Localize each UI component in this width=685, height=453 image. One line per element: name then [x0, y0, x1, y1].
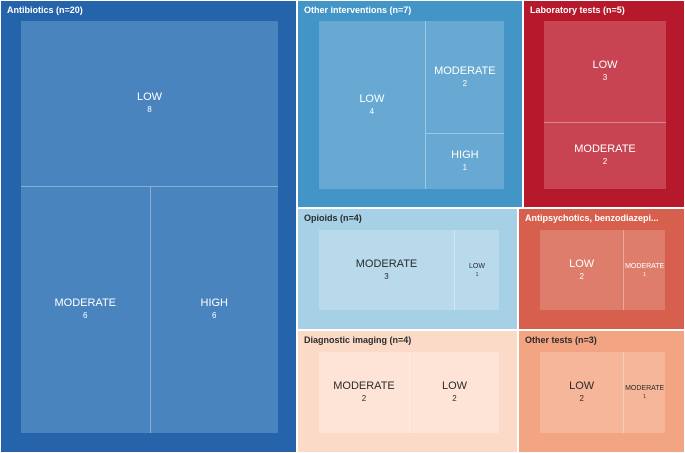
treemap-leaf-low[interactable]: LOW 4 — [319, 21, 425, 189]
leaf-count: 1 — [643, 271, 647, 278]
leaf-count: 1 — [462, 163, 468, 172]
group-title: Diagnostic imaging (n=4) — [304, 335, 412, 345]
treemap-group-opioids[interactable]: Opioids (n=4) MODERATE 3 LOW 1 — [297, 208, 518, 330]
treemap-leaf-high[interactable]: HIGH 1 — [424, 133, 504, 189]
leaf-label: HIGH — [451, 149, 479, 161]
leaf-count: 1 — [643, 394, 647, 400]
leaf-label: MODERATE — [574, 143, 636, 156]
leaf-count: 2 — [452, 394, 457, 403]
leaf-label: LOW — [359, 92, 385, 105]
treemap-leaf-low[interactable]: LOW 3 — [544, 21, 666, 122]
leaf-count: 2 — [602, 157, 608, 167]
treemap-group-inner: MODERATE 2 LOW 2 — [319, 352, 499, 433]
leaf-label: MODERATE — [54, 297, 117, 310]
treemap-leaf-moderate[interactable]: MODERATE 6 — [21, 185, 150, 433]
leaf-count: 2 — [579, 394, 584, 403]
leaf-label: LOW — [569, 380, 595, 392]
treemap-group-other-tests[interactable]: Other tests (n=3) LOW 2 MODERATE 1 — [518, 330, 685, 453]
leaf-count: 4 — [369, 106, 375, 116]
leaf-count: 6 — [83, 311, 88, 321]
treemap-group-diagnostic-imaging[interactable]: Diagnostic imaging (n=4) MODERATE 2 LOW 2 — [297, 330, 518, 453]
treemap-group-inner: LOW 2 MODERATE 1 — [540, 230, 665, 310]
treemap-group-antibiotics[interactable]: Antibiotics (n=20) LOW 8 MODERATE 6 HIGH 6 — [0, 0, 297, 453]
treemap-leaf-moderate[interactable]: MODERATE 2 — [424, 21, 504, 133]
leaf-count: 8 — [147, 104, 152, 114]
leaf-label: LOW — [469, 262, 485, 270]
treemap-leaf-high[interactable]: HIGH 6 — [149, 185, 278, 433]
group-title: Other tests (n=3) — [525, 335, 597, 345]
treemap-leaf-low[interactable]: LOW 2 — [540, 230, 624, 310]
leaf-count: 2 — [361, 394, 367, 403]
leaf-label: MODERATE — [333, 380, 395, 392]
treemap-group-inner: LOW 8 MODERATE 6 HIGH 6 — [21, 21, 278, 433]
treemap-group-inner: LOW 2 MODERATE 1 — [540, 352, 665, 433]
leaf-label: HIGH — [200, 297, 229, 310]
leaf-label: MODERATE — [434, 64, 496, 77]
treemap-leaf-moderate[interactable]: MODERATE 1 — [623, 352, 665, 433]
treemap-leaf-low[interactable]: LOW 1 — [454, 230, 499, 310]
leaf-count: 2 — [462, 78, 468, 88]
leaf-count: 2 — [579, 271, 584, 281]
leaf-label: MODERATE — [625, 262, 665, 270]
group-title: Opioids (n=4) — [304, 213, 362, 223]
treemap-group-inner: LOW 4 MODERATE 2 HIGH 1 — [319, 21, 504, 189]
leaf-label: LOW — [569, 257, 595, 270]
leaf-label: LOW — [592, 58, 618, 71]
leaf-label: MODERATE — [625, 385, 665, 392]
leaf-count: 1 — [475, 271, 479, 278]
leaf-count: 3 — [384, 271, 389, 281]
treemap-group-inner: MODERATE 3 LOW 1 — [319, 230, 499, 310]
treemap-leaf-moderate[interactable]: MODERATE 2 — [319, 352, 409, 433]
leaf-count: 3 — [602, 72, 608, 82]
group-title: Laboratory tests (n=5) — [530, 5, 625, 15]
treemap-group-other-interventions[interactable]: Other interventions (n=7) LOW 4 MODERATE 2 HI… — [297, 0, 523, 208]
treemap-leaf-low[interactable]: LOW 2 — [409, 352, 499, 433]
group-title: Other interventions (n=7) — [304, 5, 412, 15]
leaf-count: 6 — [212, 311, 217, 321]
treemap-group-inner: LOW 3 MODERATE 2 — [544, 21, 666, 189]
leaf-label: MODERATE — [355, 257, 418, 270]
treemap-leaf-low[interactable]: LOW 2 — [540, 352, 624, 433]
leaf-label: LOW — [136, 90, 163, 103]
treemap-leaf-moderate[interactable]: MODERATE 1 — [623, 230, 665, 310]
treemap-group-antipsychotics[interactable]: Antipsychotics, benzodiazepi... LOW 2 MODER… — [518, 208, 685, 330]
group-title: Antipsychotics, benzodiazepi... — [525, 213, 659, 223]
group-title: Antibiotics (n=20) — [7, 5, 83, 15]
treemap-group-laboratory-tests[interactable]: Laboratory tests (n=5) LOW 3 MODERATE 2 — [523, 0, 685, 208]
leaf-label: LOW — [441, 380, 468, 392]
treemap-leaf-moderate[interactable]: MODERATE 2 — [544, 121, 666, 189]
treemap-leaf-low[interactable]: LOW 8 — [21, 21, 278, 186]
treemap-leaf-moderate[interactable]: MODERATE 3 — [319, 230, 454, 310]
